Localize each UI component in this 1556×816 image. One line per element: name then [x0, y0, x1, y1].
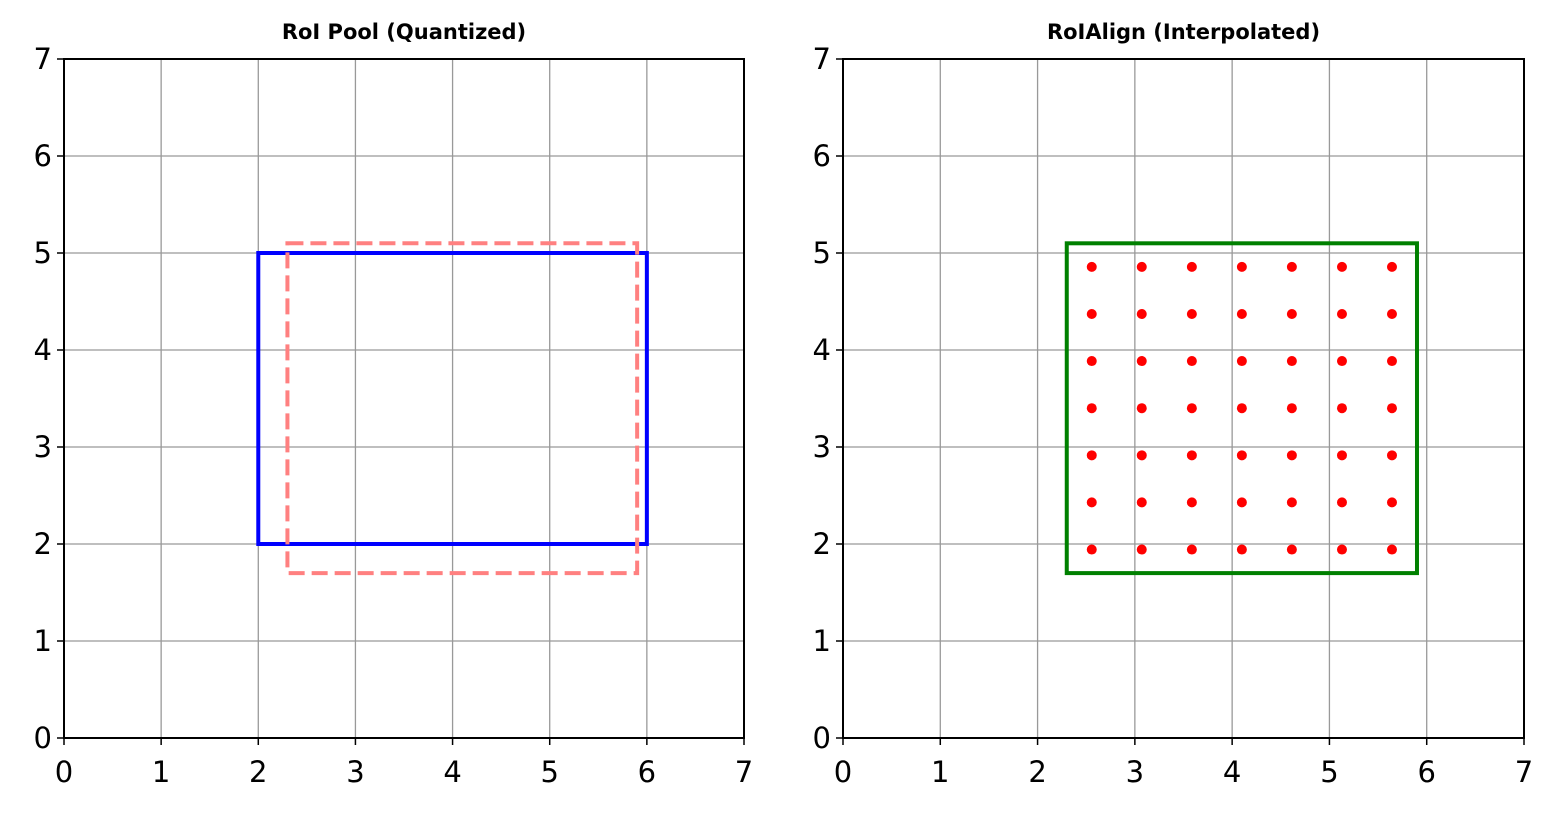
y-tick-label: 3 [34, 430, 52, 464]
x-tick-label: 1 [931, 755, 949, 789]
sample-point [1386, 309, 1397, 320]
sample-point [1186, 544, 1197, 555]
sample-point [1286, 356, 1297, 367]
chart-title: RoIAlign (Interpolated) [1047, 20, 1320, 44]
x-tick-label: 5 [540, 755, 558, 789]
x-tick-label: 6 [638, 755, 656, 789]
x-tick-label: 4 [443, 755, 461, 789]
y-tick-label: 2 [34, 527, 52, 561]
sample-point [1136, 356, 1147, 367]
x-tick-label: 7 [1515, 755, 1533, 789]
sample-point [1386, 403, 1397, 414]
y-tick-label: 4 [34, 333, 52, 367]
sample-point [1336, 450, 1347, 461]
sample-point [1386, 497, 1397, 508]
sample-point [1386, 356, 1397, 367]
sample-point [1236, 356, 1247, 367]
axes-frame [63, 58, 745, 739]
y-tick-label: 7 [813, 42, 831, 76]
sample-point [1186, 450, 1197, 461]
y-tick-label: 5 [34, 236, 52, 270]
sample-point [1336, 261, 1347, 272]
sample-point [1086, 309, 1097, 320]
x-tick-label: 2 [249, 755, 267, 789]
y-tick-label: 0 [34, 721, 52, 755]
y-tick-label: 6 [34, 139, 52, 173]
sample-point [1286, 261, 1297, 272]
sample-point [1286, 309, 1297, 320]
chart-title: RoI Pool (Quantized) [282, 20, 526, 44]
sample-point [1186, 403, 1197, 414]
roi-box [256, 251, 649, 546]
y-tick-label: 2 [813, 527, 831, 561]
sample-point [1186, 356, 1197, 367]
x-tick-label: 7 [735, 755, 753, 789]
y-tick-label: 1 [813, 624, 831, 658]
x-tick-label: 0 [834, 755, 852, 789]
sample-point [1136, 450, 1147, 461]
sample-point [1186, 309, 1197, 320]
sample-point [1286, 497, 1297, 508]
sample-point [1336, 356, 1347, 367]
sample-point [1336, 309, 1347, 320]
sample-point [1086, 356, 1097, 367]
sample-point [1086, 497, 1097, 508]
x-tick-label: 0 [55, 755, 73, 789]
sample-point [1136, 497, 1147, 508]
x-tick-label: 6 [1417, 755, 1435, 789]
sample-point [1386, 450, 1397, 461]
sample-point [1386, 544, 1397, 555]
y-tick-label: 1 [34, 624, 52, 658]
sample-point [1236, 544, 1247, 555]
sample-point [1336, 544, 1347, 555]
y-tick-label: 3 [813, 430, 831, 464]
x-tick-label: 3 [1126, 755, 1144, 789]
sample-point [1086, 450, 1097, 461]
y-tick-label: 7 [34, 42, 52, 76]
sample-point [1136, 544, 1147, 555]
sample-point [1086, 403, 1097, 414]
sample-point [1136, 261, 1147, 272]
sample-point [1236, 309, 1247, 320]
sample-point [1136, 403, 1147, 414]
x-tick-label: 2 [1028, 755, 1046, 789]
sample-point [1086, 261, 1097, 272]
sample-point [1386, 261, 1397, 272]
sample-point [1286, 403, 1297, 414]
x-tick-label: 1 [152, 755, 170, 789]
sample-point [1286, 450, 1297, 461]
axes-frame [842, 58, 1525, 739]
sample-point [1186, 261, 1197, 272]
y-tick-label: 4 [813, 333, 831, 367]
sample-point [1286, 544, 1297, 555]
sample-point [1086, 544, 1097, 555]
y-tick-label: 6 [813, 139, 831, 173]
x-tick-label: 4 [1223, 755, 1241, 789]
sample-point [1136, 309, 1147, 320]
sample-point [1186, 497, 1197, 508]
y-tick-label: 5 [813, 236, 831, 270]
sample-point [1236, 261, 1247, 272]
roi-box [285, 241, 640, 576]
roi-box [1064, 241, 1419, 576]
sample-point [1236, 403, 1247, 414]
sample-point [1236, 497, 1247, 508]
sample-point [1336, 403, 1347, 414]
x-tick-label: 3 [346, 755, 364, 789]
sample-point [1236, 450, 1247, 461]
y-tick-label: 0 [813, 721, 831, 755]
x-tick-label: 5 [1320, 755, 1338, 789]
sample-point [1336, 497, 1347, 508]
